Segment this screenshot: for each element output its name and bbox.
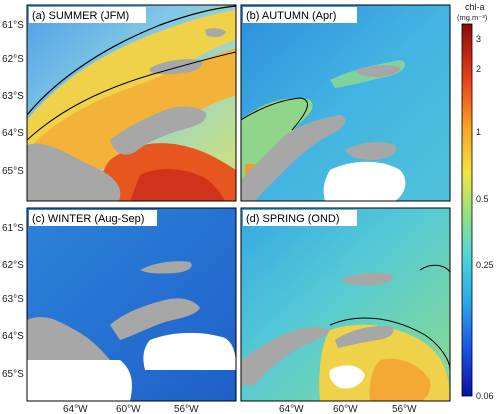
panel-summer: (a) SUMMER (JFM) xyxy=(26,4,237,202)
autumn-peninsula xyxy=(241,115,346,201)
winter-label-box xyxy=(29,210,157,226)
spring-island xyxy=(335,325,394,348)
spring-label: (d) SPRING (OND) xyxy=(246,213,340,225)
lon-label-56-left: 56°W xyxy=(174,404,199,414)
lat-label-62-bottom: 62°S xyxy=(2,260,24,271)
summer-island-brabant xyxy=(110,106,207,155)
lat-label-64-bottom: 64°S xyxy=(2,331,24,342)
lat-label-65-top: 65°S xyxy=(2,166,24,177)
colorbar-ramp xyxy=(461,23,473,397)
autumn-island-north xyxy=(355,65,401,77)
autumn-nodata xyxy=(323,161,406,201)
lon-label-60-left: 60°W xyxy=(116,404,141,414)
lat-label-61-bottom: 61°S xyxy=(2,223,24,234)
colorbar-title: chl-a xyxy=(465,2,485,12)
spring-nodata xyxy=(329,365,365,389)
lon-label-56-right: 56°W xyxy=(392,404,417,414)
colorbar: chl-a (mg m⁻³) 3 2 1 0.5 0.25 0.06 xyxy=(457,2,494,401)
autumn-label-box xyxy=(243,7,357,23)
autumn-island xyxy=(345,142,397,160)
autumn-contour xyxy=(241,97,308,131)
colorbar-tick-0-5: 0.5 xyxy=(476,194,489,204)
latitude-labels-top: 61°S 62°S 63°S 64°S 65°S xyxy=(2,20,24,177)
colorbar-tick-0-25: 0.25 xyxy=(476,260,494,270)
lat-label-63-top: 63°S xyxy=(2,91,24,102)
longitude-labels-right: 64°W 60°W 56°W xyxy=(279,404,417,414)
lat-label-64-top: 64°S xyxy=(2,128,24,139)
lon-label-64-right: 64°W xyxy=(279,404,304,414)
latitude-labels-bottom: 61°S 62°S 63°S 64°S 65°S xyxy=(2,223,24,380)
colorbar-tick-1: 1 xyxy=(476,127,481,137)
panel-autumn: (b) AUTUMN (Apr) xyxy=(240,4,451,202)
spring-peninsula xyxy=(241,326,330,385)
winter-island-south-shetland xyxy=(140,261,192,274)
summer-label-box xyxy=(29,7,146,23)
winter-island-brabant xyxy=(110,298,200,340)
summer-contour-inner xyxy=(27,51,236,141)
spring-contour-north xyxy=(419,264,450,273)
winter-peninsula xyxy=(27,317,110,360)
lat-label-62-top: 62°S xyxy=(2,54,24,65)
colorbar-units: (mg m⁻³) xyxy=(457,13,488,22)
lon-label-64-left: 64°W xyxy=(63,404,88,414)
spring-island-north xyxy=(340,272,394,286)
spring-bloom-core xyxy=(369,358,431,401)
panel-winter: (c) WINTER (Aug-Sep) xyxy=(26,207,237,402)
winter-nodata-west xyxy=(27,360,132,401)
summer-bloom-max xyxy=(130,168,225,201)
autumn-label: (b) AUTUMN (Apr) xyxy=(246,10,336,22)
longitude-labels-left: 64°W 60°W 56°W xyxy=(63,404,199,414)
summer-island-king-george xyxy=(205,28,226,37)
summer-frame xyxy=(26,4,237,202)
lat-label-61-top: 61°S xyxy=(2,20,24,31)
winter-label: (c) WINTER (Aug-Sep) xyxy=(32,213,144,225)
winter-nodata-east xyxy=(143,332,236,370)
panel-spring: (d) SPRING (OND) xyxy=(240,207,451,402)
spring-contour xyxy=(329,317,450,371)
summer-label: (a) SUMMER (JFM) xyxy=(32,10,129,22)
winter-frame xyxy=(26,207,237,402)
lon-label-60-right: 60°W xyxy=(333,404,358,414)
autumn-frame xyxy=(240,4,451,202)
summer-peninsula xyxy=(27,143,121,201)
colorbar-tick-3: 3 xyxy=(476,34,481,44)
lat-label-65-bottom: 65°S xyxy=(2,369,24,380)
colorbar-tick-2: 2 xyxy=(476,64,481,74)
spring-frame xyxy=(240,207,451,402)
colorbar-tick-0-06: 0.06 xyxy=(476,391,494,401)
lat-label-63-bottom: 63°S xyxy=(2,294,24,305)
summer-contour-outer xyxy=(27,5,236,116)
summer-island-south-shetland xyxy=(150,59,203,75)
spring-label-box xyxy=(243,210,357,226)
